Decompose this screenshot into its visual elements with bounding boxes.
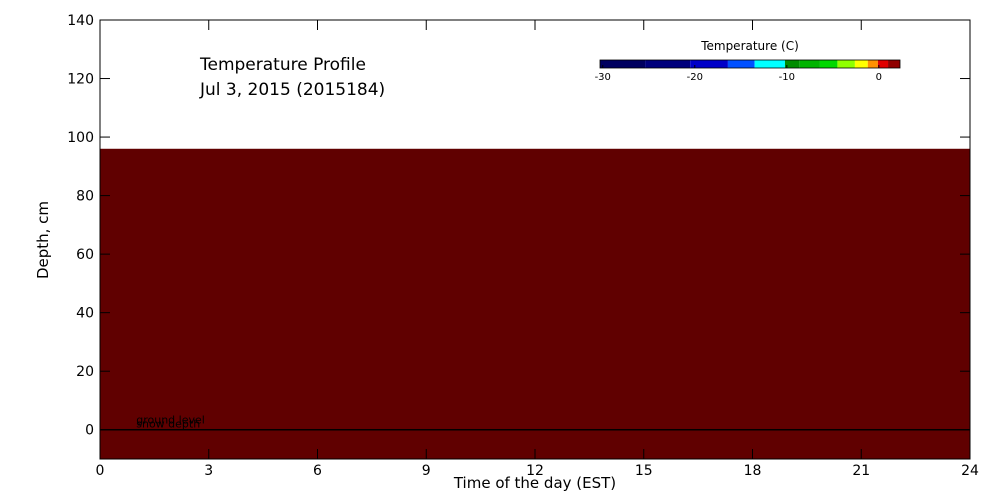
y-tick-label: 100 <box>67 130 94 146</box>
x-tick-label: 6 <box>313 463 322 479</box>
colorbar-frame <box>599 59 901 69</box>
colorbar-segment <box>799 60 820 68</box>
y-tick-label: 40 <box>76 306 94 322</box>
colorbar-segment <box>727 60 755 68</box>
colorbar-segment <box>754 60 785 68</box>
x-tick-label: 24 <box>961 463 979 479</box>
x-tick-label: 9 <box>422 463 431 479</box>
x-axis-label: Time of the day (EST) <box>453 474 616 492</box>
colorbar-tick-label: 0 <box>876 72 882 83</box>
temperature-field <box>100 148 970 460</box>
y-tick-label: 20 <box>76 364 94 380</box>
colorbar-title: Temperature (C) <box>700 39 799 53</box>
colorbar-tick-label: -30 <box>595 72 611 83</box>
y-tick-label: 60 <box>76 247 94 263</box>
y-tick-label: 0 <box>85 423 94 439</box>
colorbar-segment <box>819 60 838 68</box>
x-tick-label: 12 <box>526 463 544 479</box>
colorbar-segment <box>600 60 646 68</box>
colorbar-segment <box>867 60 878 68</box>
y-tick-label: 140 <box>67 13 94 29</box>
chart-subtitle: Jul 3, 2015 (2015184) <box>199 80 385 100</box>
chart-title: Temperature Profile <box>199 55 366 75</box>
colorbar-segment <box>888 60 900 68</box>
snow-label: snow depth <box>136 418 200 431</box>
colorbar-segment <box>784 60 800 68</box>
x-tick-label: 18 <box>744 463 762 479</box>
colorbar-segment <box>837 60 855 68</box>
colorbar-segment <box>690 60 728 68</box>
colorbar-tick-label: -10 <box>779 72 795 83</box>
colorbar-tick-label: -20 <box>687 72 703 83</box>
colorbar-segment <box>877 60 889 68</box>
y-tick-label: 80 <box>76 189 94 205</box>
x-tick-label: 15 <box>635 463 653 479</box>
x-tick-label: 0 <box>96 463 105 479</box>
y-tick-label: 120 <box>67 72 94 88</box>
y-axis-label: Depth, cm <box>34 201 52 279</box>
colorbar-segment <box>854 60 868 68</box>
x-tick-label: 3 <box>204 463 213 479</box>
colorbar-segment <box>645 60 691 68</box>
ground-label: ground level <box>136 414 205 427</box>
x-tick-label: 21 <box>852 463 870 479</box>
